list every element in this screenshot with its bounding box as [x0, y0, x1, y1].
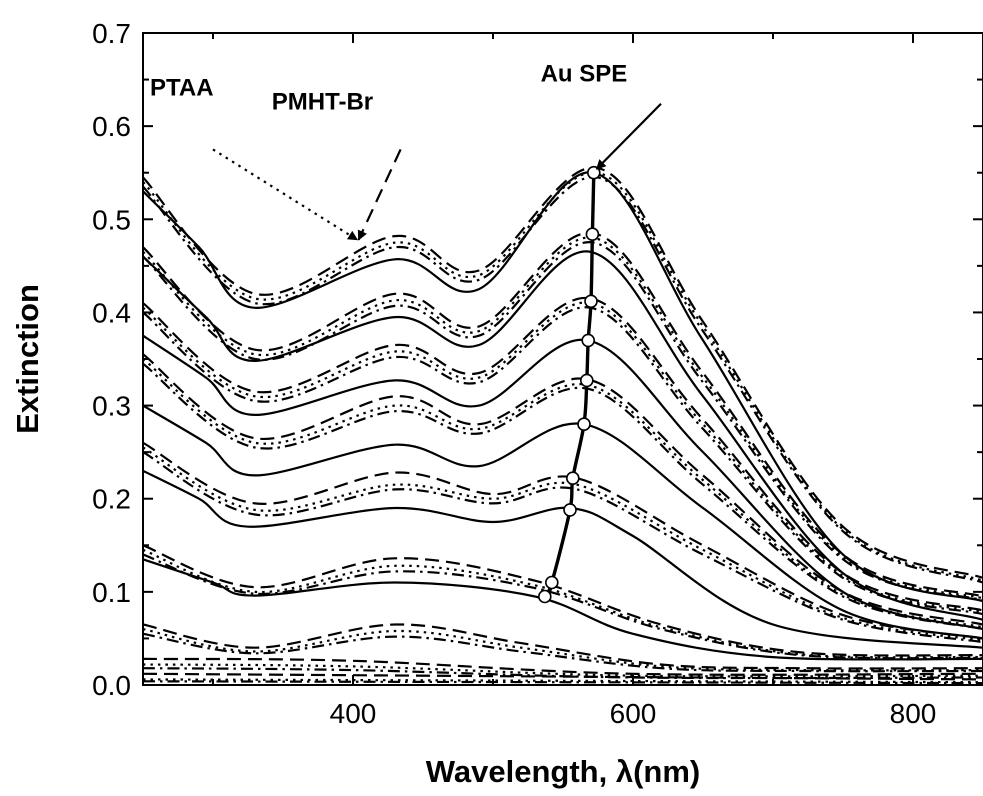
series-line-9	[143, 553, 983, 660]
peak-marker-8	[584, 294, 598, 309]
y-tick-label-1: 0.1	[92, 577, 131, 608]
series-line-21	[143, 241, 983, 602]
series-line-22	[143, 166, 983, 579]
series-line-4	[143, 334, 983, 631]
y-tick-label-7: 0.7	[92, 18, 131, 49]
annotation-arrow-3	[595, 103, 662, 170]
annotation-label-1: PTAA	[150, 74, 214, 101]
series-line-16	[143, 296, 983, 612]
series-line-24	[143, 176, 983, 584]
series-line-32	[143, 678, 983, 684]
tick-group	[143, 32, 983, 686]
series-line-31	[143, 672, 983, 681]
series-line-27	[143, 632, 983, 673]
annotation-arrow-2	[357, 148, 402, 241]
tick-label-group: 400 600 800 0.0 0.1 0.2 0.3 0.4 0.5 0.6 0.7	[92, 18, 936, 729]
peak-marker-3	[563, 503, 577, 517]
series-line-19	[143, 231, 983, 598]
series-line-14	[143, 358, 983, 629]
annotation-group: PTAA PMHT-Br Au SPE	[150, 60, 662, 241]
series-line-5	[143, 250, 983, 621]
series-line-18	[143, 306, 983, 616]
y-tick-label-2: 0.2	[92, 484, 131, 515]
peak-marker-6	[579, 373, 594, 388]
series-group	[143, 166, 983, 685]
x-tick-label-400: 400	[330, 698, 377, 729]
series-line-2	[143, 469, 983, 649]
peak-marker-9	[585, 227, 600, 241]
series-line-3	[143, 404, 983, 640]
x-axis-title: Wavelength, λ(nm)	[426, 754, 700, 789]
peak-marker-1	[537, 589, 552, 604]
series-line-13	[143, 353, 983, 626]
annotation-arrow-1	[212, 148, 359, 241]
peak-marker-4	[565, 471, 580, 486]
peak-marker-5	[577, 417, 591, 432]
y-tick-label-5: 0.5	[92, 204, 131, 235]
series-line-28	[143, 657, 983, 676]
series-line-12	[143, 451, 983, 644]
series-line-23	[143, 171, 983, 582]
y-tick-label-3: 0.3	[92, 391, 131, 422]
peak-marker-7	[581, 333, 596, 348]
series-line-25	[143, 623, 983, 670]
series-line-8	[143, 548, 983, 659]
x-tick-label-600: 600	[610, 698, 657, 729]
peak-trace-group	[537, 165, 601, 604]
annotation-label-2: PMHT-Br	[272, 88, 373, 115]
series-line-20	[143, 236, 983, 600]
series-line-10	[143, 441, 983, 640]
series-line-1	[143, 558, 983, 661]
y-tick-label-4: 0.4	[92, 297, 131, 328]
series-line-7	[143, 544, 983, 657]
series-line-33	[143, 680, 983, 685]
peak-trace-line	[543, 172, 596, 598]
annotation-label-3: Au SPE	[541, 60, 628, 87]
y-tick-label-0: 0.0	[92, 670, 131, 701]
y-tick-label-6: 0.6	[92, 111, 131, 142]
y-axis-title: Extinction	[10, 284, 45, 434]
peak-marker-2	[544, 575, 559, 590]
series-line-15	[143, 362, 983, 631]
x-tick-label-800: 800	[890, 698, 937, 729]
